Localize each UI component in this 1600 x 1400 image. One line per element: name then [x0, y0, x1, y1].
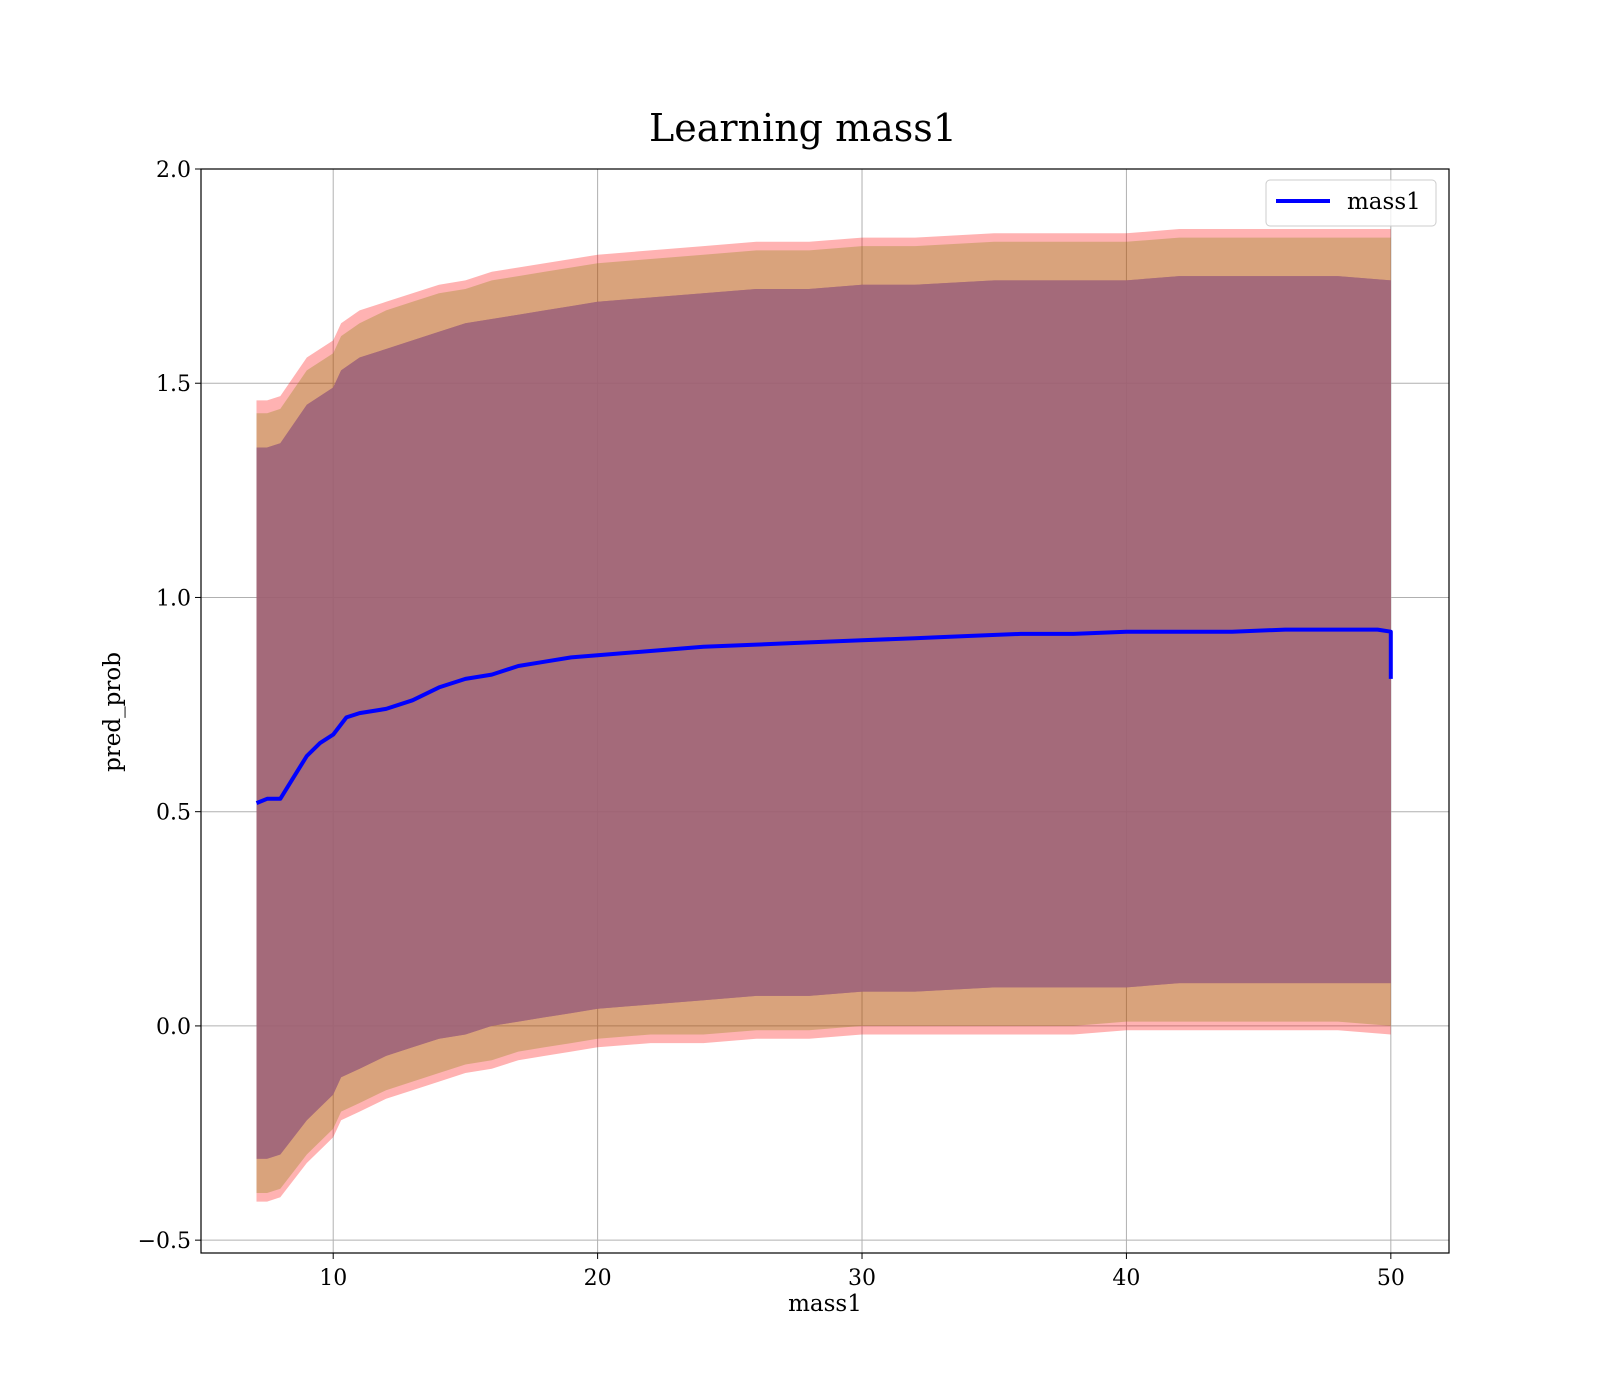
y-tick-label-1: 0.0	[156, 1015, 191, 1040]
series-line-mass1	[255, 627, 1393, 805]
chart-title: Learning mass1	[649, 106, 957, 150]
band-inner-core	[256, 276, 1391, 1159]
x-tick-label-4: 50	[1377, 1266, 1405, 1291]
x-tick-label-0: 10	[319, 1266, 347, 1291]
y-tick-label-0: −0.5	[138, 1229, 191, 1254]
y-axis-label: pred_prob	[100, 652, 126, 772]
x-axis-label: mass1	[788, 1291, 862, 1317]
plot-area: 10 20 30 40 50 −0.5 0.0 0.5 1.0 1.5 2.0	[138, 158, 1450, 1291]
y-tick-label-2: 0.5	[156, 801, 191, 826]
x-tick-label-3: 40	[1112, 1266, 1140, 1291]
legend: mass1	[1265, 179, 1437, 227]
y-tick-label-4: 1.5	[156, 372, 191, 397]
y-tick-label-3: 1.0	[156, 586, 191, 611]
legend-label-mass1: mass1	[1347, 189, 1421, 215]
axes-frame	[200, 168, 1450, 1254]
y-tick-label-5: 2.0	[156, 158, 191, 183]
legend-box	[1265, 179, 1437, 227]
x-tick-label-2: 30	[848, 1266, 876, 1291]
x-tick-label-1: 20	[584, 1266, 612, 1291]
